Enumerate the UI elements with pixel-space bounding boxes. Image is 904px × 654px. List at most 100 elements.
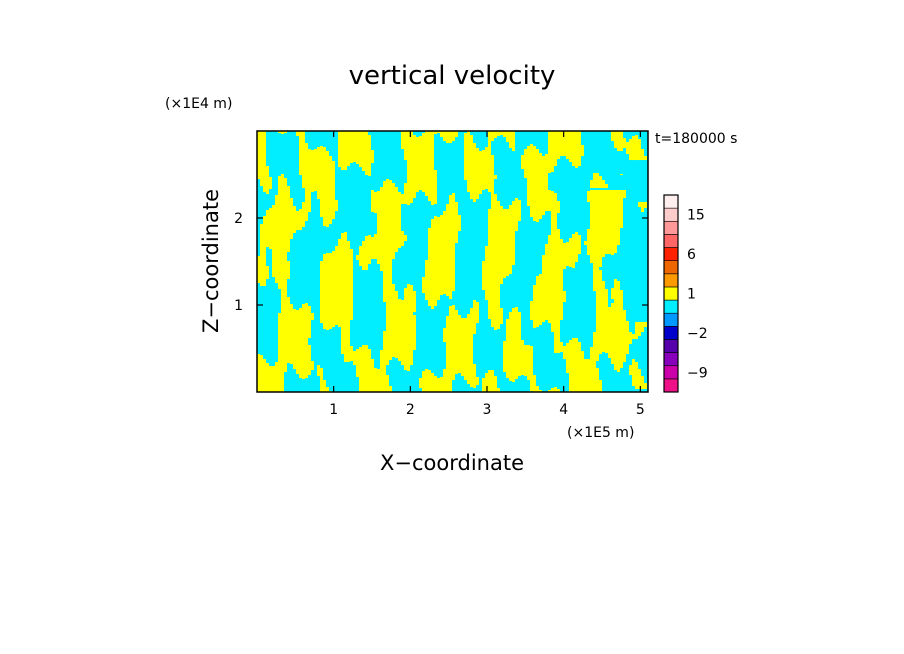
field-run — [485, 148, 491, 150]
field-run — [332, 251, 353, 253]
field-run — [383, 331, 416, 333]
field-run — [338, 144, 371, 146]
field-run — [257, 150, 266, 152]
field-run — [317, 371, 323, 373]
field-run — [440, 133, 458, 135]
field-run — [446, 319, 479, 321]
field-run — [446, 204, 458, 206]
field-run — [503, 359, 533, 361]
field-run — [464, 135, 473, 137]
field-run — [488, 315, 503, 317]
field-run — [407, 176, 437, 178]
field-run — [614, 284, 620, 286]
field-run — [641, 209, 644, 211]
x-tick-label: 5 — [636, 402, 645, 418]
field-run — [470, 194, 479, 196]
field-run — [278, 327, 311, 329]
field-run — [575, 232, 578, 234]
field-run — [614, 299, 623, 301]
field-run — [593, 344, 629, 346]
field-run — [596, 309, 623, 311]
field-run — [488, 245, 515, 247]
field-run — [323, 218, 335, 220]
field-run — [611, 294, 623, 296]
field-run — [575, 166, 578, 168]
field-run — [263, 189, 269, 191]
field-run — [488, 221, 518, 223]
field-run — [356, 162, 374, 164]
field-run — [356, 257, 395, 259]
field-run — [488, 304, 500, 306]
field-run — [338, 151, 374, 153]
field-run — [257, 277, 269, 279]
field-run — [299, 167, 335, 169]
field-run — [371, 199, 413, 201]
field-run — [545, 247, 581, 249]
field-run — [536, 221, 539, 223]
field-run — [428, 259, 455, 261]
field-run — [338, 159, 374, 161]
field-run — [530, 208, 560, 210]
field-run — [257, 148, 266, 150]
field-run — [317, 193, 335, 195]
field-run — [341, 343, 350, 345]
field-run — [470, 192, 482, 194]
field-run — [548, 237, 560, 239]
field-run — [278, 349, 311, 351]
field-run — [383, 284, 395, 286]
field-run — [446, 355, 473, 357]
field-run — [587, 232, 620, 234]
field-run — [566, 343, 581, 345]
field-run — [491, 321, 503, 323]
field-run — [545, 250, 581, 252]
field-run — [320, 261, 353, 263]
field-run — [533, 286, 563, 288]
field-run — [464, 173, 494, 175]
field-run — [425, 269, 455, 271]
field-run — [470, 198, 479, 200]
field-run — [530, 307, 563, 309]
field-run — [632, 359, 635, 361]
field-run — [464, 148, 479, 150]
field-run — [302, 184, 335, 186]
field-run — [425, 266, 455, 268]
field-run — [422, 374, 434, 376]
field-run — [503, 364, 533, 366]
field-run — [341, 351, 371, 353]
field-run — [593, 281, 605, 283]
field-run — [488, 222, 518, 224]
field-run — [443, 370, 476, 372]
field-run — [485, 255, 515, 257]
field-run — [527, 376, 536, 378]
field-run — [320, 281, 353, 283]
field-run — [257, 135, 266, 137]
field-run — [359, 388, 392, 390]
field-run — [482, 276, 506, 278]
field-run — [299, 157, 332, 159]
field-run — [506, 334, 521, 336]
field-run — [383, 281, 392, 283]
field-run — [509, 315, 521, 317]
field-run — [488, 132, 515, 134]
field-run — [596, 318, 626, 320]
field-run — [485, 253, 515, 255]
field-run — [272, 258, 287, 260]
field-run — [266, 213, 308, 215]
field-run — [257, 386, 284, 388]
field-run — [614, 143, 641, 145]
field-run — [383, 276, 392, 278]
field-run — [320, 285, 353, 287]
field-run — [356, 367, 374, 369]
field-run — [635, 328, 644, 330]
field-run — [590, 356, 599, 358]
field-run — [257, 141, 266, 143]
field-run — [278, 351, 311, 353]
field-run — [632, 363, 638, 365]
field-run — [419, 381, 452, 383]
field-run — [302, 179, 335, 181]
field-run — [386, 316, 416, 318]
field-run — [584, 244, 620, 246]
field-run — [338, 158, 374, 160]
field-run — [521, 155, 542, 157]
